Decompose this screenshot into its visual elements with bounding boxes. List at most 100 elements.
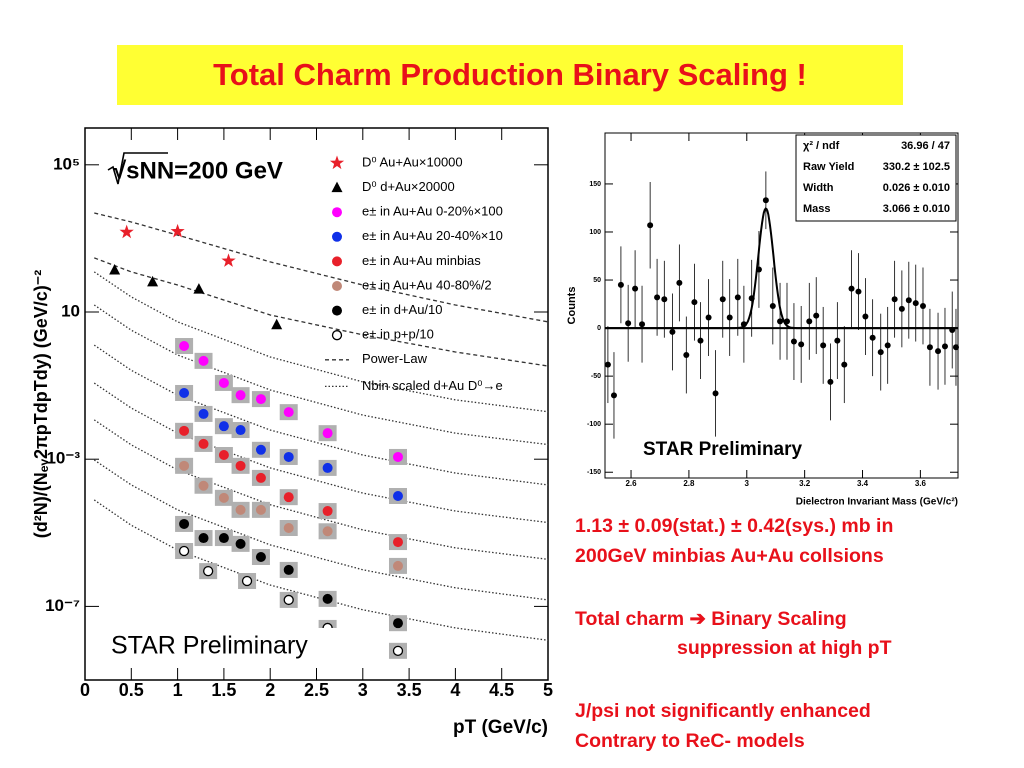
x-tick-label: 3 [358,680,368,700]
x-tick-label: 2 [265,680,275,700]
data-point [322,526,333,537]
data-point [712,390,719,397]
data-point [271,318,283,330]
y-tick-label: 10⁻³ [46,449,80,468]
data-point [769,302,776,309]
data-point [119,224,134,239]
data-point [912,300,919,307]
data-point [661,296,668,303]
data-point [669,328,676,335]
x-tick-label: 0.5 [119,680,144,700]
model-curve [93,499,549,641]
x-axis-label: Dielectron Invariant Mass (GeV/c²) [796,497,958,508]
legend-marker [332,305,342,316]
legend-label: e± in Au+Au 0-20%×100 [362,204,503,219]
data-point [891,296,898,303]
data-point [617,281,624,288]
title-box [117,45,903,105]
data-point [218,450,229,461]
legend-label: e± in p+p/10 [362,327,434,342]
right-plot-frame [604,132,959,479]
note-line: suppression at high pT [677,637,892,659]
data-point [392,537,403,548]
x-tick-label: 3.5 [397,680,422,700]
x-tick-label: 0 [80,680,90,700]
data-point [841,361,848,368]
legend-marker [332,256,342,267]
x-tick-label: 5 [543,680,553,700]
data-point [235,504,246,515]
data-point [178,545,190,557]
data-point [179,387,190,398]
stats-value: 330.2 ± 102.5 [883,161,950,173]
stats-name: Width [803,182,834,194]
data-point [604,361,611,368]
x-tick-label: 1.5 [211,680,236,700]
data-point [734,294,741,301]
data-point [919,302,926,309]
preliminary-label: STAR Preliminary [643,439,803,460]
data-point [198,355,209,366]
legend-label: D⁰ d+Au×20000 [362,179,455,194]
data-point [392,618,403,629]
data-point [322,462,333,473]
legend-marker [331,330,343,341]
data-point [283,451,294,462]
legend-label: e± in Au+Au 20-40%×10 [362,228,503,243]
data-point [218,533,229,544]
stats-name: Raw Yield [803,161,854,173]
data-point [798,341,805,348]
legend-marker [331,181,343,193]
data-point [198,533,209,544]
data-point [179,460,190,471]
label-bg [107,628,342,666]
data-point [392,560,403,571]
data-point [905,297,912,304]
x-axis-label: pT (GeV/c) [453,717,548,738]
y-tick-label: -100 [587,421,601,428]
data-point [147,275,159,287]
y-axis-label: (d²N)/(Nₑᵥ2πpTdpTdy) (GeV/c)⁻² [31,270,51,539]
legend-marker [329,155,345,170]
data-point [705,314,712,321]
data-point [322,428,333,439]
data-point [218,377,229,388]
data-point [632,285,639,292]
data-point [255,444,266,455]
y-tick-label: 10⁻⁷ [45,596,80,615]
model-curve [94,212,549,323]
y-tick-label: 10 [61,301,80,320]
data-point [179,518,190,529]
stats-value: 0.026 ± 0.010 [883,182,950,194]
legend-marker [332,231,342,242]
stats-box [795,134,957,222]
model-curve [93,382,549,524]
preliminary-label: STAR Preliminary [111,632,308,660]
data-point [834,337,841,344]
data-point [862,313,869,320]
y-tick-label: 10⁵ [53,154,80,173]
data-point [820,342,827,349]
legend-label: Nbin scaled d+Au D⁰→e [362,378,503,393]
legend-label: e± in d+Au/10 [362,302,443,317]
data-point [683,351,690,358]
data-point [109,264,121,275]
x-tick-label: 3.2 [799,479,811,488]
x-tick-label: 3.6 [915,479,927,488]
data-point [241,575,253,587]
note-line: J/psi not significantly enhanced [575,700,871,722]
data-point [221,253,236,267]
data-point [322,593,333,604]
data-point [235,390,246,401]
sqrt-sign [107,152,168,185]
note-line: 1.13 ± 0.09(stat.) ± 0.42(sys.) mb in [575,515,893,537]
legend-label: e± in Au+Au minbias [362,253,481,268]
model-curve [93,459,549,601]
data-point [235,425,246,436]
legend-marker [332,281,342,291]
x-tick-label: 1 [173,680,183,700]
data-point [235,460,246,471]
data-point [283,523,294,534]
x-tick-label: 2.6 [625,479,637,488]
